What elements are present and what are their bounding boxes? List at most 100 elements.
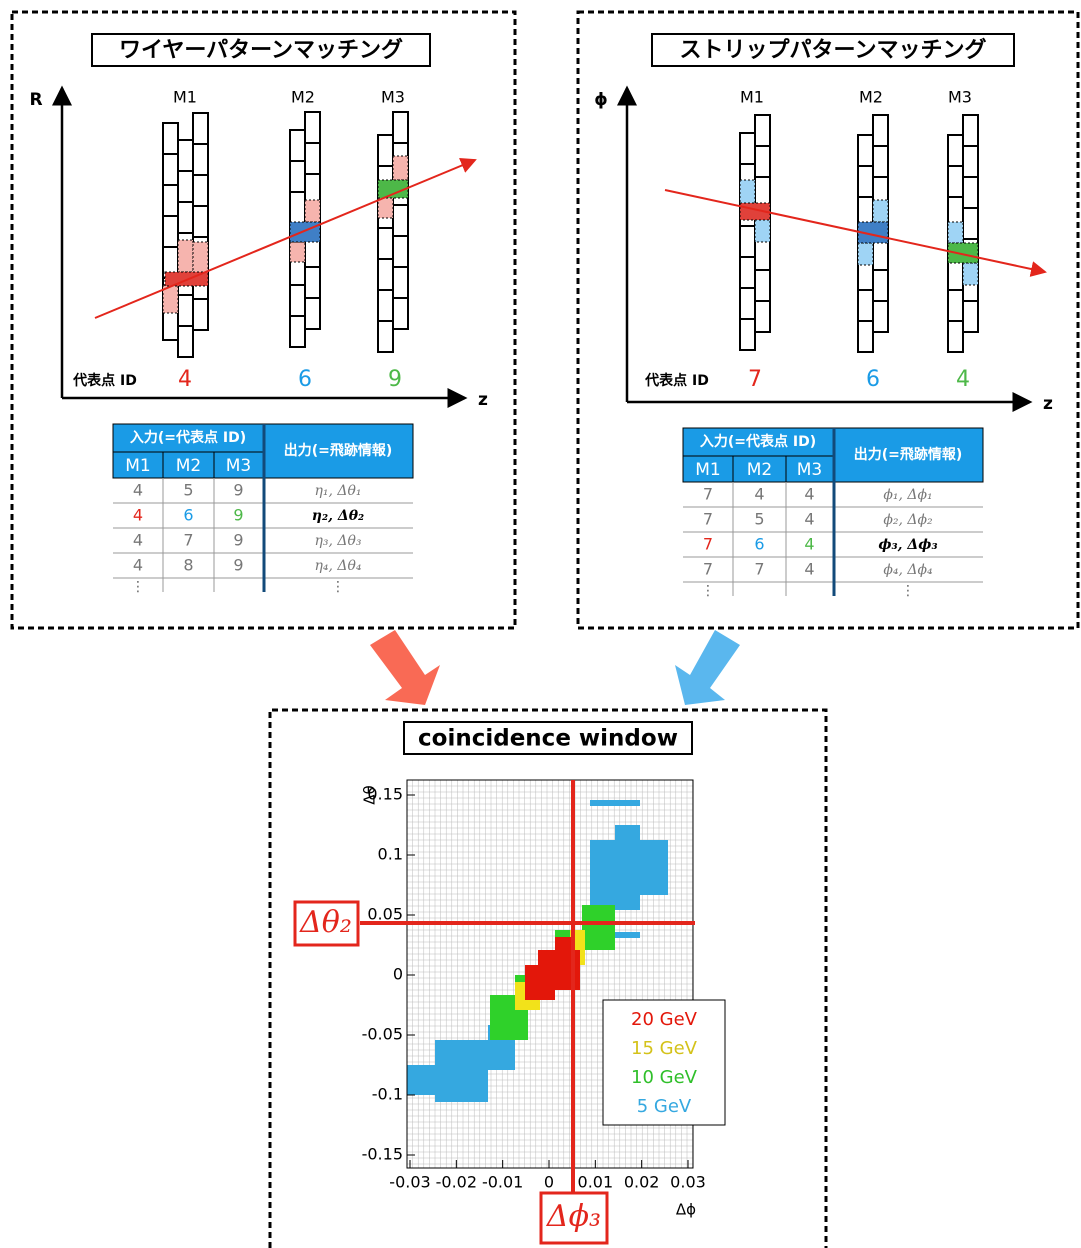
chamber-cell bbox=[290, 192, 305, 223]
chamber-cell bbox=[948, 259, 963, 290]
layer-label: M3 bbox=[948, 88, 972, 107]
chamber-cell bbox=[378, 259, 393, 290]
arrow-blue bbox=[675, 630, 740, 705]
chamber-cell bbox=[948, 290, 963, 321]
legend-entry: 10 GeV bbox=[631, 1067, 698, 1088]
table-cell: 9 bbox=[233, 531, 243, 550]
chamber-cell bbox=[948, 166, 963, 197]
window-cell bbox=[590, 865, 615, 910]
y-axis-label: Δθ bbox=[361, 785, 379, 804]
table-cell: 4 bbox=[804, 485, 814, 504]
table-cell: 7 bbox=[754, 560, 764, 579]
hit-cell bbox=[305, 200, 320, 222]
chamber-cell bbox=[948, 135, 963, 166]
y-tick-label: 0.05 bbox=[367, 905, 403, 924]
table-cell: 6 bbox=[754, 535, 764, 554]
chamber-cell bbox=[873, 115, 888, 146]
window-cell bbox=[615, 932, 640, 938]
chamber-cell bbox=[193, 299, 208, 330]
chamber-cell bbox=[740, 226, 755, 257]
column-header: M3 bbox=[226, 456, 251, 476]
chamber-cell bbox=[378, 321, 393, 352]
input-header: 入力(=代表点 ID) bbox=[700, 433, 816, 450]
table-cell: 4 bbox=[804, 510, 814, 529]
input-header: 入力(=代表点 ID) bbox=[130, 429, 246, 446]
chamber-cell bbox=[740, 288, 755, 319]
chamber-cell bbox=[858, 166, 873, 197]
chamber-cell bbox=[290, 130, 305, 161]
diagram: ワイヤーパターンマッチングRzM1M2M3代表点 ID469入力(=代表点 ID… bbox=[0, 0, 1081, 1248]
x-axis-label: z bbox=[478, 390, 488, 410]
table-cell: 7 bbox=[703, 560, 713, 579]
layer-label: M1 bbox=[173, 88, 197, 107]
table-cell: ϕ₂, Δϕ₂ bbox=[883, 512, 933, 528]
table-cell: ϕ₃, Δϕ₃ bbox=[878, 537, 937, 553]
chamber-cell bbox=[305, 112, 320, 143]
theta-marker: Δθ₂ bbox=[299, 905, 352, 940]
y-tick-label: 0 bbox=[393, 965, 403, 984]
chamber-cell bbox=[393, 298, 408, 329]
output-header: 出力(=飛跡情報) bbox=[854, 446, 963, 463]
id-label: 代表点 ID bbox=[72, 372, 137, 389]
chamber-cell bbox=[858, 321, 873, 352]
id-label: 代表点 ID bbox=[644, 372, 709, 389]
chamber-cell bbox=[290, 161, 305, 192]
id-value: 4 bbox=[178, 367, 192, 392]
column-header: M1 bbox=[125, 456, 150, 476]
table-cell: 4 bbox=[754, 485, 764, 504]
track bbox=[665, 190, 1045, 272]
id-value: 6 bbox=[866, 367, 880, 392]
chamber-cell bbox=[873, 146, 888, 177]
layer-label: M2 bbox=[291, 88, 315, 107]
chamber-cell bbox=[963, 208, 978, 239]
table-cell: 4 bbox=[804, 535, 814, 554]
table-cell: 4 bbox=[133, 531, 143, 550]
panel-title: ワイヤーパターンマッチング bbox=[119, 37, 403, 63]
column-header: M3 bbox=[797, 460, 822, 480]
track bbox=[95, 160, 475, 318]
layer-label: M3 bbox=[381, 88, 405, 107]
chamber-cell bbox=[755, 270, 770, 301]
y-tick-label: -0.05 bbox=[362, 1025, 403, 1044]
chamber-cell bbox=[393, 267, 408, 298]
table-cell: ϕ₄, Δϕ₄ bbox=[883, 562, 933, 578]
hit-cell bbox=[740, 180, 755, 204]
chamber-cell bbox=[378, 135, 393, 166]
chamber-cell bbox=[873, 301, 888, 332]
ellipsis: ⋮ bbox=[131, 579, 145, 595]
chamber-cell bbox=[193, 113, 208, 144]
chamber-cell bbox=[393, 205, 408, 236]
y-tick-label: -0.1 bbox=[372, 1085, 403, 1104]
chamber-cell bbox=[193, 144, 208, 175]
table-cell: 4 bbox=[133, 506, 143, 525]
layer-label: M2 bbox=[859, 88, 883, 107]
table-cell: η₁, Δθ₁ bbox=[314, 483, 361, 499]
chamber-cell bbox=[740, 133, 755, 164]
chamber-cell bbox=[178, 140, 193, 171]
x-tick-label: -0.01 bbox=[482, 1173, 523, 1192]
chamber-cell bbox=[755, 301, 770, 332]
chamber-cell bbox=[740, 319, 755, 350]
chamber-cell bbox=[163, 185, 178, 216]
x-tick-label: -0.02 bbox=[436, 1173, 477, 1192]
legend-entry: 5 GeV bbox=[637, 1096, 692, 1117]
chamber-cell bbox=[393, 112, 408, 143]
window-title: coincidence window bbox=[418, 726, 678, 752]
chamber-cell bbox=[193, 206, 208, 237]
y-axis-label: ϕ bbox=[594, 90, 608, 110]
table-cell: 7 bbox=[703, 535, 713, 554]
table-cell: 4 bbox=[804, 560, 814, 579]
hit-cell bbox=[858, 243, 873, 265]
chamber-cell bbox=[393, 236, 408, 267]
ellipsis: ⋮ bbox=[331, 579, 345, 595]
chamber-cell bbox=[963, 301, 978, 332]
chamber-cell bbox=[963, 177, 978, 208]
chamber-cell bbox=[163, 309, 178, 340]
table-cell: 4 bbox=[133, 481, 143, 500]
x-tick-label: 0 bbox=[544, 1173, 554, 1192]
chamber-cell bbox=[290, 316, 305, 347]
chamber-cell bbox=[178, 295, 193, 326]
phi-marker: Δϕ₃ bbox=[546, 1199, 601, 1234]
table-cell: 9 bbox=[233, 556, 243, 575]
chamber-cell bbox=[948, 321, 963, 352]
